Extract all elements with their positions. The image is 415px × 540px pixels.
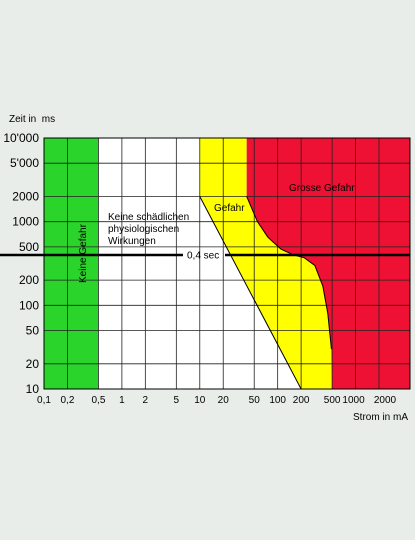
x-tick-label: 0,5 xyxy=(91,395,105,406)
y-tick-label: 200 xyxy=(19,273,39,287)
x-tick-label: 0,2 xyxy=(60,395,74,406)
x-tick-label: 50 xyxy=(249,395,261,406)
x-tick-label: 1 xyxy=(119,395,125,406)
zone-gefahr xyxy=(199,138,333,389)
y-tick-label: 10 xyxy=(26,382,40,396)
labels: Zeit in ms Strom in mA Keine Gefahr Kein… xyxy=(9,114,408,423)
reference-line-group: 0,4 sec xyxy=(0,250,410,261)
x-tick-label: 0,1 xyxy=(37,395,51,406)
x-axis-label: Strom in mA xyxy=(353,412,408,423)
zones xyxy=(44,138,410,389)
zone-grosse-gefahr xyxy=(246,138,410,389)
y-tick-label: 1000 xyxy=(12,215,39,229)
zone-label-keine-schaedlichen-3: Wirkungen xyxy=(108,236,156,247)
y-tick-label: 20 xyxy=(26,357,40,371)
zone-label-keine-schaedlichen-1: Keine schädlichen xyxy=(108,212,189,223)
y-tick-label: 500 xyxy=(19,240,39,254)
zone-label-gefahr: Gefahr xyxy=(214,203,245,214)
reference-line-label: 0,4 sec xyxy=(187,250,219,261)
x-tick-label: 2000 xyxy=(374,395,397,406)
zone-edge-line xyxy=(199,196,302,390)
x-tick-label: 5 xyxy=(174,395,180,406)
zone-label-keine-schaedlichen-2: physiologischen xyxy=(108,224,179,235)
x-tick-label: 500 xyxy=(324,395,341,406)
plot-frame xyxy=(43,137,411,390)
zone-label-grosse-gefahr: Grosse Gefahr xyxy=(289,183,355,194)
x-tick-label: 100 xyxy=(269,395,286,406)
x-tick-label: 2 xyxy=(143,395,149,406)
zone-edge-curve xyxy=(246,196,332,350)
y-tick-label: 5'000 xyxy=(10,156,39,170)
y-tick-label: 2000 xyxy=(12,189,39,203)
x-tick-label: 10 xyxy=(194,395,206,406)
x-tick-label: 1000 xyxy=(342,395,365,406)
y-axis-label: Zeit in ms xyxy=(9,114,55,125)
x-tick-label: 200 xyxy=(293,395,310,406)
y-tick-label: 10'000 xyxy=(3,131,39,145)
y-tick-label: 50 xyxy=(26,324,40,338)
zone-label-keine-gefahr: Keine Gefahr xyxy=(78,223,89,283)
y-tick-label: 100 xyxy=(19,298,39,312)
zone-keine-gefahr xyxy=(44,138,99,389)
x-tick-label: 20 xyxy=(218,395,230,406)
grid xyxy=(43,137,411,390)
